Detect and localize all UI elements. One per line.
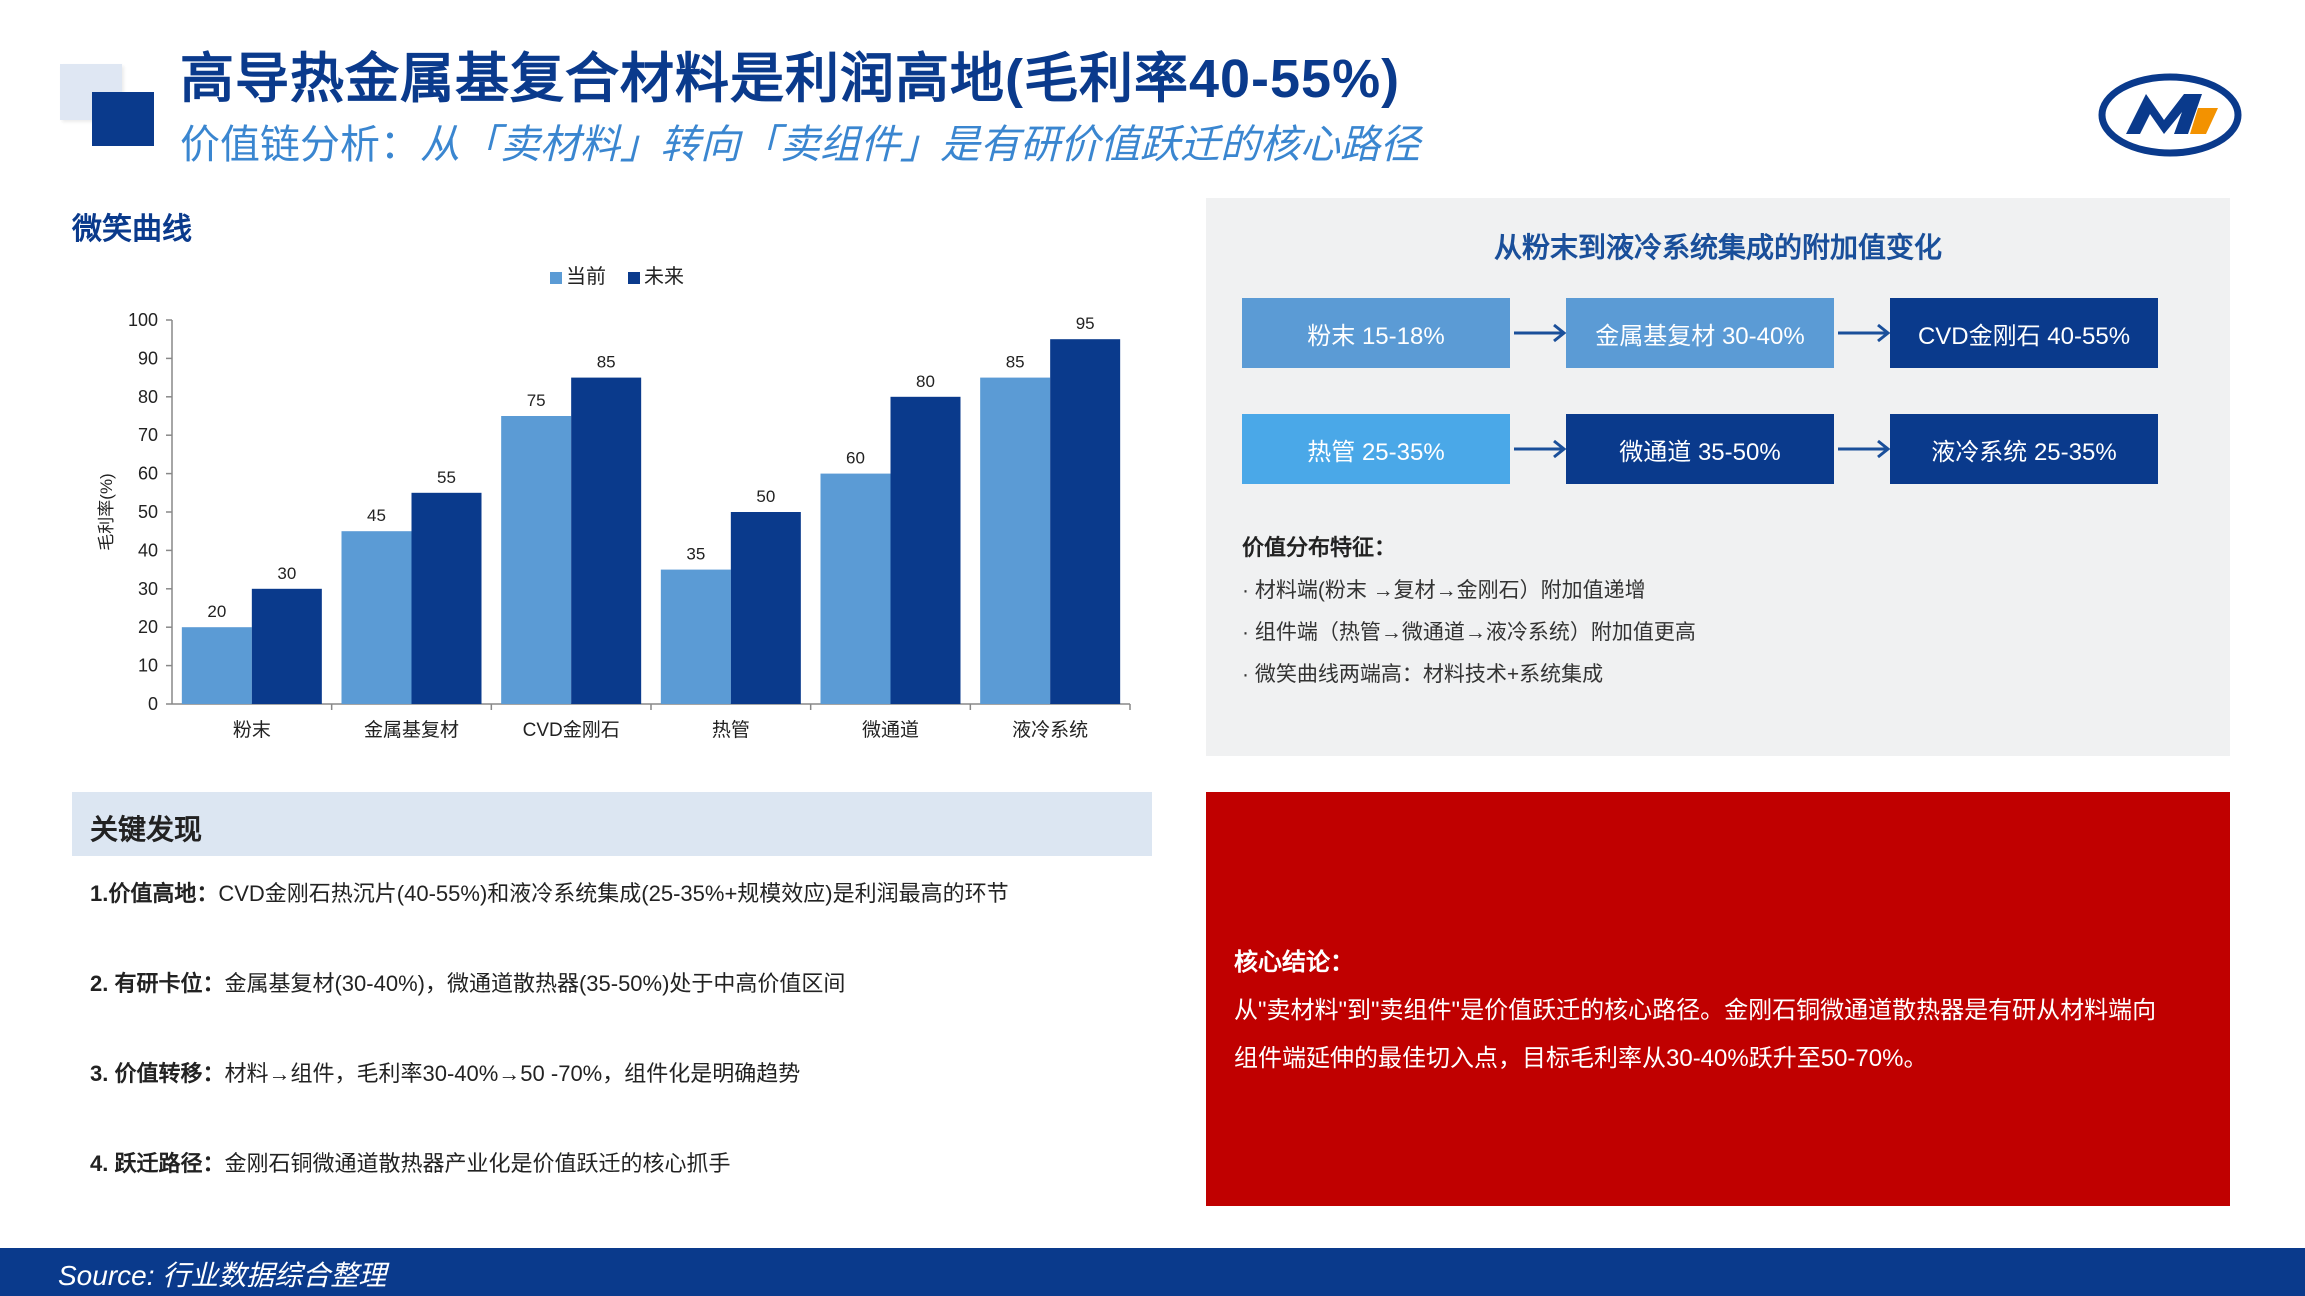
bar-future (571, 378, 641, 704)
finding-label: 2. 有研卡位： (90, 971, 224, 996)
bar-future (731, 512, 801, 704)
y-tick-label: 60 (138, 464, 158, 484)
conclusion-title: 核心结论： (1234, 942, 1354, 977)
page-subtitle: 价值链分析：从「卖材料」转向「卖组件」是有研价值跃迁的核心路径 (180, 112, 1420, 170)
value-chain-panel: 从粉末到液冷系统集成的附加值变化 粉末 15-18% 金属基复材 30-40% … (1206, 198, 2230, 756)
data-label: 35 (686, 545, 705, 564)
feature-item: · 材料端(粉末 →复材→金刚石）附加值递增 (1242, 574, 1646, 604)
finding-item: 3. 价值转移：材料→组件，毛利率30-40%→50 -70%，组件化是明确趋势 (90, 1056, 800, 1088)
x-tick-label: 液冷系统 (1012, 719, 1088, 741)
feature-item: · 组件端（热管→微通道→液冷系统）附加值更高 (1242, 616, 1696, 646)
finding-label: 4. 跃迁路径： (90, 1151, 224, 1176)
bar-future (412, 493, 482, 704)
legend-label: 当前 (566, 265, 606, 288)
flow-box-liquid-cooling: 液冷系统 25-35% (1890, 414, 2158, 484)
finding-item: 2. 有研卡位：金属基复材(30-40%)，微通道散热器(35-50%)处于中高… (90, 966, 845, 998)
subtitle-lead: 价值链分析： (180, 123, 420, 167)
flow-box-heat-pipe: 热管 25-35% (1242, 414, 1510, 484)
bar-current (661, 570, 731, 704)
conclusion-box: 核心结论： 从"卖材料"到"卖组件"是价值跃迁的核心路径。金刚石铜微通道散热器是… (1206, 792, 2230, 1206)
bar-future (891, 397, 961, 704)
finding-text: 材料→组件，毛利率30-40%→50 -70%，组件化是明确趋势 (224, 1061, 800, 1086)
margin-bar-chart: 当前 未来 0 10 20 30 40 50 60 70 80 90 100 毛利率(%) 20 30 粉末 45… (80, 252, 1160, 752)
legend-swatch (550, 272, 562, 284)
data-label: 95 (1076, 314, 1095, 333)
bar-current (501, 416, 571, 704)
data-label: 45 (367, 506, 386, 525)
x-tick-label: 金属基复材 (364, 719, 459, 741)
chart-heading: 微笑曲线 (72, 204, 192, 248)
finding-item: 4. 跃迁路径：金刚石铜微通道散热器产业化是价值跃迁的核心抓手 (90, 1146, 730, 1178)
subtitle-rest: 从「卖材料」转向「卖组件」是有研价值跃迁的核心路径 (420, 123, 1420, 167)
legend-swatch (628, 272, 640, 284)
arrow-right-icon (1836, 436, 1896, 462)
data-label: 75 (527, 391, 546, 410)
bar-current (182, 627, 252, 704)
data-label: 55 (437, 468, 456, 487)
x-tick-label: 热管 (712, 719, 750, 741)
finding-item: 1.价值高地：CVD金刚石热沉片(40-55%)和液冷系统集成(25-35%+规… (90, 876, 1009, 908)
feature-item: · 微笑曲线两端高：材料技术+系统集成 (1242, 658, 1603, 688)
flow-box-cvd-diamond: CVD金刚石 40-55% (1890, 298, 2158, 368)
finding-text: CVD金刚石热沉片(40-55%)和液冷系统集成(25-35%+规模效应)是利润… (218, 881, 1008, 906)
finding-text: 金属基复材(30-40%)，微通道散热器(35-50%)处于中高价值区间 (224, 971, 845, 996)
findings-title: 关键发现 (90, 808, 202, 848)
title-decoration-dark (92, 92, 154, 146)
data-label: 30 (277, 564, 296, 583)
features-title: 价值分布特征： (1242, 530, 1396, 562)
arrow-right-icon (1836, 320, 1896, 346)
y-tick-label: 30 (138, 579, 158, 599)
flow-box-mmc: 金属基复材 30-40% (1566, 298, 1834, 368)
y-tick-label: 40 (138, 540, 158, 560)
x-tick-label: 微通道 (862, 719, 919, 741)
y-tick-label: 20 (138, 617, 158, 637)
data-label: 80 (916, 372, 935, 391)
footer-bar: Source: 行业数据综合整理 (0, 1248, 2305, 1296)
flow-box-microchannel: 微通道 35-50% (1566, 414, 1834, 484)
panel-title: 从粉末到液冷系统集成的附加值变化 (1206, 226, 2230, 266)
bar-current (342, 531, 412, 704)
y-tick-label: 0 (148, 694, 158, 714)
y-tick-label: 90 (138, 348, 158, 368)
bar-future (252, 589, 322, 704)
y-tick-label: 100 (128, 310, 158, 330)
y-tick-label: 10 (138, 656, 158, 676)
data-label: 60 (846, 449, 865, 468)
arrow-right-icon (1512, 320, 1572, 346)
bar-future (1050, 339, 1120, 704)
company-logo (2098, 72, 2242, 158)
bar-current (980, 378, 1050, 704)
data-label: 85 (1006, 353, 1025, 372)
data-label: 50 (756, 487, 775, 506)
findings-header: 关键发现 (72, 792, 1152, 856)
data-label: 20 (207, 602, 226, 621)
conclusion-line-1: 从"卖材料"到"卖组件"是价值跃迁的核心路径。金刚石铜微通道散热器是有研从材料端… (1234, 990, 2156, 1025)
legend-label: 未来 (644, 265, 684, 288)
flow-box-powder: 粉末 15-18% (1242, 298, 1510, 368)
finding-text: 金刚石铜微通道散热器产业化是价值跃迁的核心抓手 (224, 1151, 730, 1176)
finding-label: 1.价值高地： (90, 881, 218, 906)
bar-current (821, 474, 891, 704)
y-tick-label: 70 (138, 425, 158, 445)
data-label: 85 (597, 353, 616, 372)
x-tick-label: CVD金刚石 (523, 719, 620, 741)
finding-label: 3. 价值转移： (90, 1061, 224, 1086)
y-axis-label: 毛利率(%) (97, 473, 116, 550)
page-title: 高导热金属基复合材料是利润高地(毛利率40-55%) (180, 34, 1400, 113)
y-tick-label: 80 (138, 387, 158, 407)
y-tick-label: 50 (138, 502, 158, 522)
x-tick-label: 粉末 (233, 719, 271, 741)
arrow-right-icon (1512, 436, 1572, 462)
source-note: Source: 行业数据综合整理 (58, 1254, 386, 1294)
conclusion-line-2: 组件端延伸的最佳切入点，目标毛利率从30-40%跃升至50-70%。 (1234, 1038, 1927, 1073)
